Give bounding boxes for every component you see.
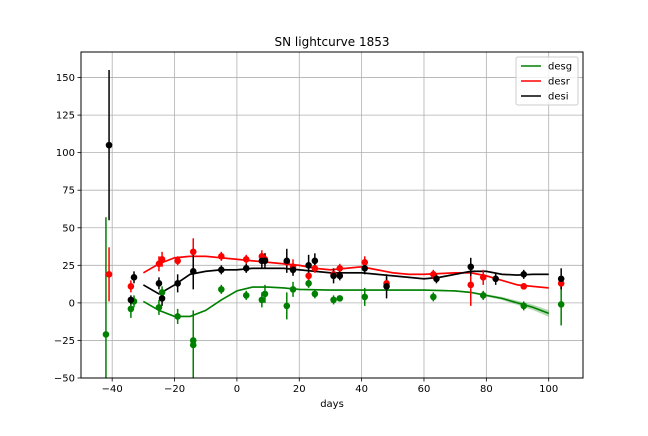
desi-point xyxy=(361,265,369,272)
desg-point xyxy=(520,302,528,310)
desg-point xyxy=(557,301,565,308)
x-axis: −40 −20 0 20 40 60 80 100 xyxy=(102,378,558,395)
desi-point xyxy=(189,268,197,275)
desi-point xyxy=(492,275,499,283)
desi-point xyxy=(158,295,166,302)
desr-point xyxy=(305,272,312,280)
legend: desg desr desi xyxy=(515,56,579,106)
desi-point xyxy=(467,263,475,271)
desr-point xyxy=(189,248,197,256)
desi-point xyxy=(330,272,337,280)
desi-point xyxy=(305,262,312,269)
y-tick-label: 25 xyxy=(62,261,75,272)
y-tick-label: −50 xyxy=(54,374,75,385)
y-tick-label: 100 xyxy=(56,148,75,159)
y-tick-label: 0 xyxy=(69,298,75,309)
desg-point xyxy=(305,280,312,287)
desi-point xyxy=(520,271,528,278)
data-points xyxy=(102,141,565,349)
y-tick-label: 150 xyxy=(56,73,75,84)
desg-point xyxy=(361,293,369,301)
desr-point xyxy=(311,265,319,272)
desg-point xyxy=(289,286,297,293)
x-tick-label: −40 xyxy=(102,384,123,395)
desi-point xyxy=(383,283,390,290)
y-axis: −50 −25 0 25 50 75 100 125 150 xyxy=(54,73,81,385)
desg-point xyxy=(311,290,319,298)
desg-point xyxy=(174,313,181,320)
desi-point xyxy=(283,257,291,265)
desi-point xyxy=(242,265,250,272)
desi-point xyxy=(311,257,319,265)
y-tick-label: −25 xyxy=(54,336,75,347)
desr-point xyxy=(520,283,528,290)
plot-frame xyxy=(80,51,584,379)
legend-label-desi: desi xyxy=(548,92,569,103)
desg-point xyxy=(127,305,135,313)
x-tick-label: 80 xyxy=(480,384,493,395)
desi-point xyxy=(218,266,225,274)
desr-point xyxy=(467,281,475,289)
y-tick-label: 50 xyxy=(62,223,75,234)
desg-point xyxy=(155,304,163,311)
desr-point xyxy=(242,256,250,263)
desg-point xyxy=(330,296,337,304)
x-tick-label: 100 xyxy=(539,384,558,395)
desr-point xyxy=(336,265,344,272)
desr-point xyxy=(174,257,181,265)
desg-point xyxy=(283,302,291,310)
desg-point xyxy=(102,331,110,338)
desr-point xyxy=(361,259,369,266)
desi-point xyxy=(557,275,565,283)
desr-point xyxy=(127,283,135,290)
desr-point xyxy=(479,274,487,281)
y-tick-label: 75 xyxy=(62,186,75,197)
desi-point xyxy=(433,275,440,283)
desg-point xyxy=(261,290,269,298)
desi-point xyxy=(105,141,113,149)
desi-point xyxy=(174,280,181,287)
x-axis-label: days xyxy=(320,399,344,410)
desg-point xyxy=(258,296,266,304)
desi-point xyxy=(289,266,297,274)
desr-point xyxy=(105,271,113,278)
legend-label-desr: desr xyxy=(548,77,571,88)
desr-point xyxy=(158,256,166,263)
desi-point xyxy=(336,272,344,280)
desg-point xyxy=(158,289,166,296)
desi-point xyxy=(127,296,135,304)
desg-point xyxy=(336,295,344,302)
desi-point xyxy=(130,274,138,281)
y-tick-label: 125 xyxy=(56,111,75,122)
desg-point xyxy=(189,341,197,349)
x-tick-label: 20 xyxy=(293,384,306,395)
desg-point xyxy=(218,286,225,293)
x-tick-label: 0 xyxy=(234,384,240,395)
x-tick-label: 40 xyxy=(355,384,368,395)
desi-point xyxy=(261,257,269,265)
legend-frame xyxy=(515,56,579,106)
desr-point xyxy=(218,253,225,260)
desi-fit-line xyxy=(143,267,549,295)
desg-point xyxy=(242,292,250,299)
desg-point xyxy=(430,293,437,301)
desg-point xyxy=(479,292,487,299)
x-tick-label: 60 xyxy=(418,384,431,395)
chart-title: SN lightcurve 1853 xyxy=(275,35,390,49)
desi-point xyxy=(155,280,163,287)
x-tick-label: −20 xyxy=(164,384,185,395)
legend-label-desg: desg xyxy=(548,62,572,73)
